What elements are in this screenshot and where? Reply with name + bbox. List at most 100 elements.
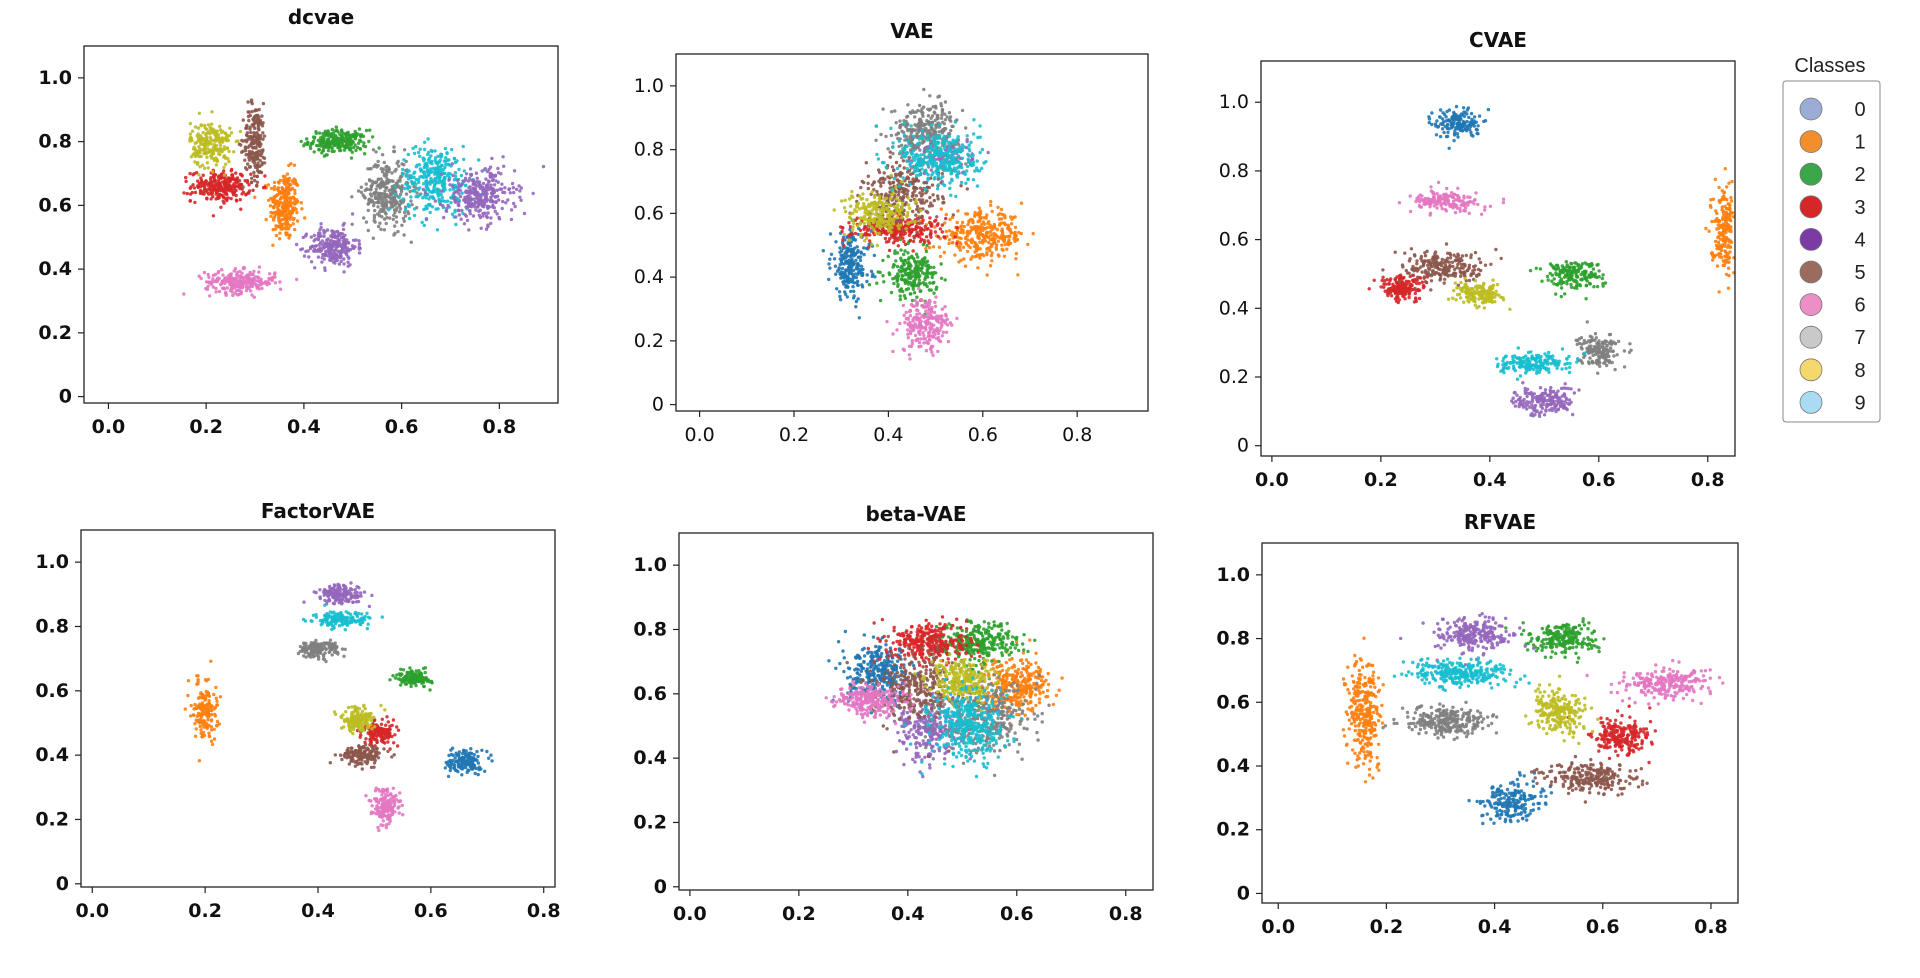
point-class-3 xyxy=(249,172,253,176)
point-class-7 xyxy=(372,201,376,205)
point-class-9 xyxy=(422,147,427,152)
point-class-7 xyxy=(383,189,387,193)
point-class-4 xyxy=(322,241,327,245)
point-class-7 xyxy=(372,219,376,223)
point-class-1 xyxy=(990,244,994,248)
point-class-5 xyxy=(252,161,257,165)
point-class-1 xyxy=(999,217,1004,221)
point-class-8 xyxy=(865,198,869,202)
point-class-3 xyxy=(263,174,267,178)
point-class-2 xyxy=(881,274,885,278)
point-class-9 xyxy=(924,155,928,160)
point-class-5 xyxy=(251,146,255,150)
point-class-3 xyxy=(955,226,959,230)
point-class-3 xyxy=(202,189,206,193)
point-class-4 xyxy=(350,212,355,216)
point-class-1 xyxy=(277,181,281,185)
point-class-5 xyxy=(241,149,245,153)
point-class-0 xyxy=(856,283,860,287)
point-class-3 xyxy=(955,241,959,245)
point-class-4 xyxy=(491,187,495,191)
point-class-2 xyxy=(361,134,366,138)
point-class-5 xyxy=(241,118,245,122)
point-class-1 xyxy=(1000,212,1004,217)
point-class-4 xyxy=(322,228,326,233)
point-class-2 xyxy=(331,131,335,135)
point-class-8 xyxy=(905,213,910,218)
point-class-5 xyxy=(247,156,251,160)
point-class-8 xyxy=(193,160,197,164)
point-class-4 xyxy=(468,167,473,171)
point-class-9 xyxy=(404,182,408,186)
point-class-8 xyxy=(889,173,893,178)
point-class-1 xyxy=(283,182,287,186)
point-class-2 xyxy=(349,146,353,150)
point-class-2 xyxy=(909,269,913,273)
point-class-7 xyxy=(366,228,370,233)
point-class-6 xyxy=(925,315,930,319)
point-class-1 xyxy=(965,233,970,238)
point-class-4 xyxy=(481,214,485,218)
point-class-4 xyxy=(338,256,343,260)
point-class-6 xyxy=(932,323,936,327)
point-class-4 xyxy=(299,247,303,252)
point-class-1 xyxy=(276,201,281,205)
point-class-9 xyxy=(426,150,431,155)
point-class-8 xyxy=(900,204,904,209)
point-class-3 xyxy=(896,244,900,248)
point-class-4 xyxy=(512,169,517,173)
point-class-0 xyxy=(841,280,845,284)
point-class-1 xyxy=(989,233,993,237)
point-class-7 xyxy=(929,120,933,125)
point-class-9 xyxy=(973,169,977,173)
point-class-9 xyxy=(443,146,448,151)
point-class-4 xyxy=(333,261,337,265)
point-class-6 xyxy=(943,305,947,309)
point-class-1 xyxy=(283,188,287,192)
point-class-3 xyxy=(209,177,213,181)
point-class-2 xyxy=(349,142,353,147)
point-class-8 xyxy=(854,209,859,214)
point-class-3 xyxy=(209,197,213,201)
point-class-9 xyxy=(387,208,391,212)
point-class-8 xyxy=(876,201,881,205)
point-class-9 xyxy=(429,179,433,183)
point-class-7 xyxy=(387,167,391,171)
point-class-4 xyxy=(357,239,361,243)
point-class-5 xyxy=(244,153,248,157)
point-class-0 xyxy=(853,238,858,242)
point-class-6 xyxy=(917,286,921,291)
point-class-1 xyxy=(291,217,295,222)
point-class-0 xyxy=(869,269,874,273)
point-class-0 xyxy=(828,232,833,236)
point-class-6 xyxy=(268,272,272,276)
point-class-6 xyxy=(220,281,224,285)
point-class-2 xyxy=(914,252,919,256)
point-class-9 xyxy=(434,161,438,165)
point-class-7 xyxy=(911,109,915,113)
point-class-7 xyxy=(922,105,926,109)
point-class-6 xyxy=(273,275,277,279)
point-class-7 xyxy=(374,196,378,200)
point-class-8 xyxy=(236,139,240,143)
point-class-3 xyxy=(188,171,192,176)
point-class-1 xyxy=(277,212,281,216)
point-class-3 xyxy=(922,238,926,243)
point-class-8 xyxy=(870,190,874,194)
point-class-8 xyxy=(908,206,912,210)
point-class-4 xyxy=(457,192,461,196)
point-class-3 xyxy=(239,183,244,187)
point-class-2 xyxy=(923,256,927,260)
point-class-8 xyxy=(188,132,193,136)
point-class-9 xyxy=(457,167,461,172)
point-class-6 xyxy=(926,331,931,335)
point-class-0 xyxy=(849,289,853,294)
point-class-1 xyxy=(944,212,948,217)
point-class-1 xyxy=(1019,201,1024,205)
point-class-1 xyxy=(283,227,288,231)
point-class-4 xyxy=(341,227,346,232)
point-class-6 xyxy=(214,286,218,291)
point-class-5 xyxy=(248,127,252,131)
point-class-5 xyxy=(915,230,919,234)
point-class-9 xyxy=(936,168,940,173)
